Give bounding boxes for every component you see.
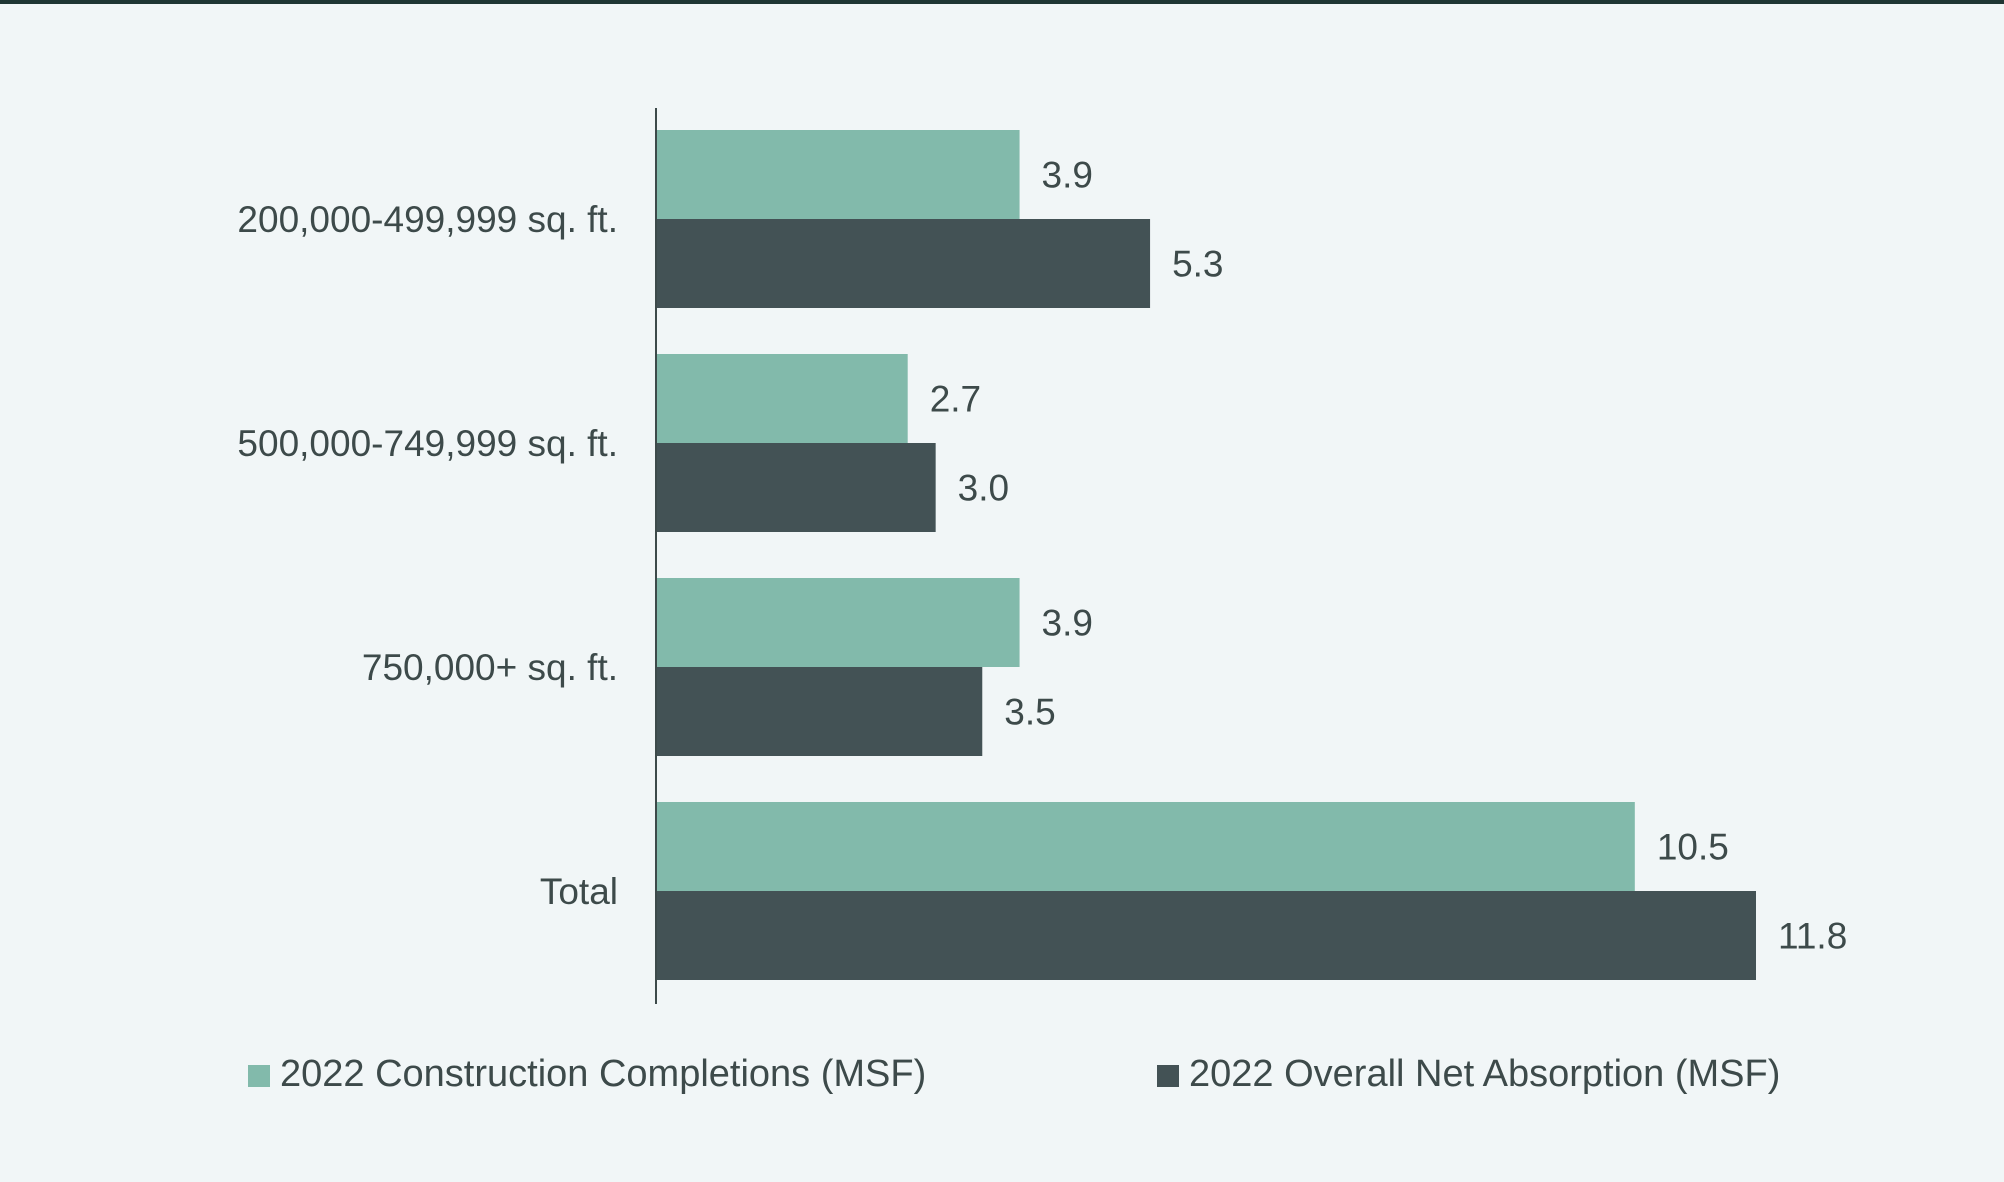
value-label-completions-3: 10.5 — [1657, 827, 1729, 868]
bar-absorption-3 — [656, 891, 1756, 980]
value-label-completions-0: 3.9 — [1042, 155, 1093, 196]
legend-label-completions: 2022 Construction Completions (MSF) — [280, 1053, 926, 1095]
value-label-absorption-1: 3.0 — [958, 468, 1009, 509]
value-label-absorption-2: 3.5 — [1004, 692, 1055, 733]
category-label-1: 500,000-749,999 sq. ft. — [237, 423, 618, 464]
bar-completions-1 — [656, 354, 908, 443]
category-label-2: 750,000+ sq. ft. — [362, 647, 618, 688]
legend-label-absorption: 2022 Overall Net Absorption (MSF) — [1189, 1053, 1780, 1095]
value-label-completions-1: 2.7 — [930, 379, 981, 420]
bar-completions-2 — [656, 578, 1020, 667]
value-label-absorption-0: 5.3 — [1172, 244, 1223, 285]
category-label-0: 200,000-499,999 sq. ft. — [237, 199, 618, 240]
bar-completions-0 — [656, 130, 1020, 219]
legend-swatch-absorption — [1157, 1065, 1179, 1087]
top-rule — [0, 0, 2004, 4]
bar-absorption-2 — [656, 667, 983, 756]
bar-absorption-1 — [656, 443, 936, 532]
category-label-3: Total — [540, 871, 618, 912]
legend-swatch-completions — [248, 1065, 270, 1087]
bar-completions-3 — [656, 802, 1635, 891]
value-label-completions-2: 3.9 — [1042, 603, 1093, 644]
bar-absorption-0 — [656, 219, 1151, 308]
value-label-absorption-3: 11.8 — [1778, 916, 1847, 957]
